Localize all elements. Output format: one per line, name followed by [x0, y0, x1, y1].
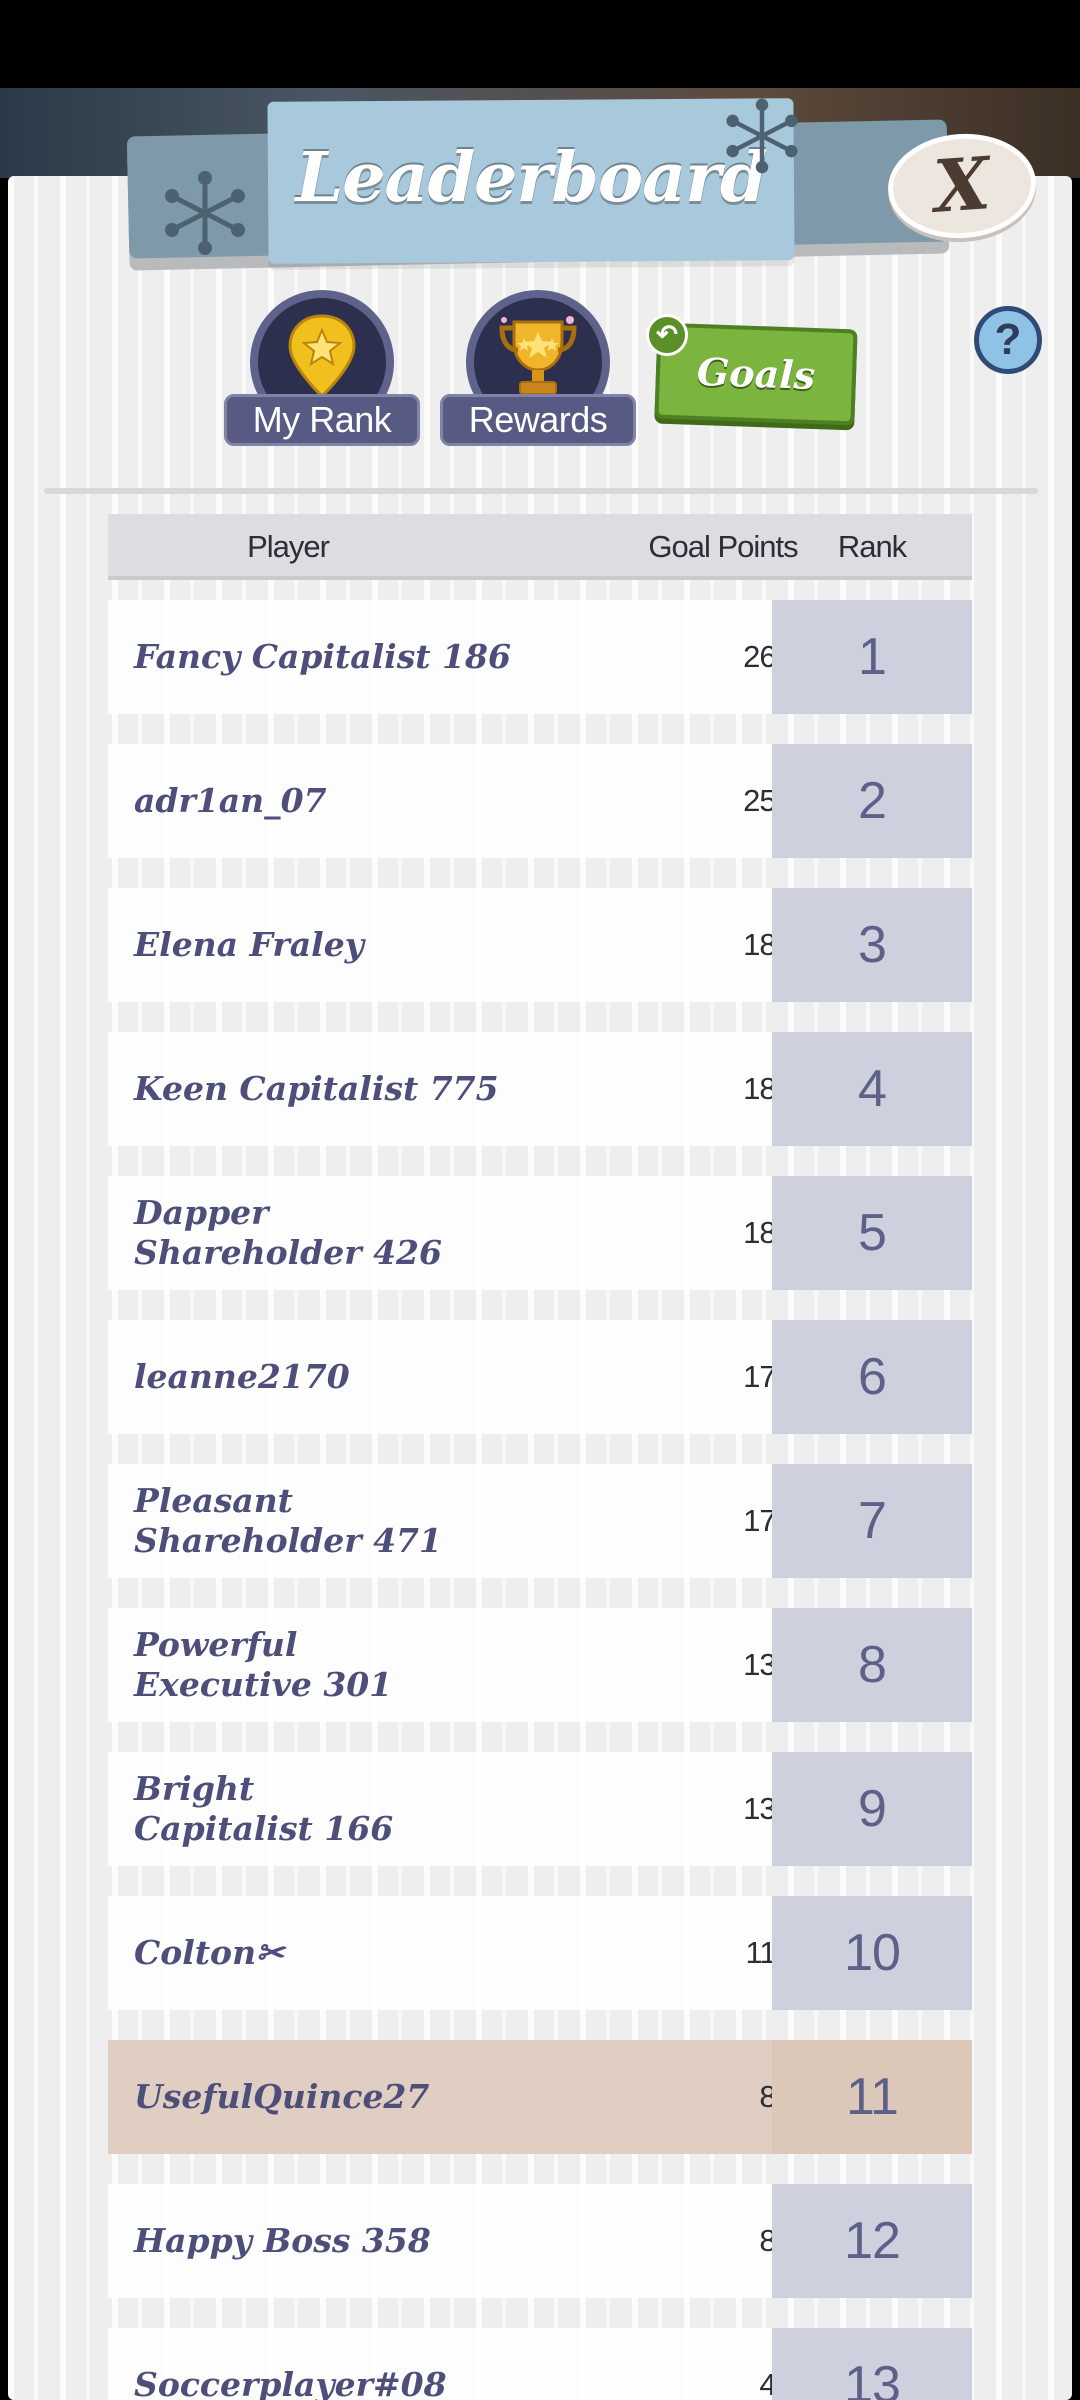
- column-header-goal-points: Goal Points: [648, 529, 798, 564]
- table-header: Player Goal Points Rank: [108, 514, 972, 580]
- player-name: Colton✂: [134, 1933, 284, 1972]
- rank-number: 5: [772, 1176, 972, 1290]
- player-name: Fancy Capitalist 186: [134, 637, 511, 676]
- column-header-rank: Rank: [837, 529, 907, 564]
- rank-number: 7: [772, 1464, 972, 1578]
- rank-number: 2: [772, 744, 972, 858]
- table-row[interactable]: Elena Fraley 18,870 3: [108, 888, 972, 1002]
- table-row[interactable]: Colton✂ 11,165 10: [108, 1896, 972, 2010]
- table-row[interactable]: Pleasant Shareholder 471 17,105 7: [108, 1464, 972, 1578]
- page-title: Leaderboard: [295, 138, 767, 218]
- table-row[interactable]: Fancy Capitalist 186 26,320 1: [108, 600, 972, 714]
- rewards-button[interactable]: Rewards: [440, 290, 636, 460]
- player-name: Powerful Executive 301: [134, 1625, 393, 1704]
- sparkle-icon: [726, 98, 798, 174]
- player-name: leanne2170: [134, 1357, 350, 1396]
- player-name: Soccerplayer#08: [134, 2365, 447, 2400]
- rank-number: 6: [772, 1320, 972, 1434]
- player-name: Elena Fraley: [134, 925, 364, 964]
- rank-number: 3: [772, 888, 972, 1002]
- player-name: adr1an_07: [134, 781, 327, 820]
- rank-number: 11: [772, 2040, 972, 2154]
- trophy-icon: [499, 316, 577, 395]
- help-button[interactable]: ?: [974, 306, 1042, 374]
- rank-number: 1: [772, 600, 972, 714]
- my-rank-label: My Rank: [224, 394, 420, 446]
- player-name: Pleasant Shareholder 471: [134, 1481, 442, 1560]
- rank-number: 9: [772, 1752, 972, 1866]
- status-bar: [0, 0, 1080, 88]
- rank-number: 13: [772, 2328, 972, 2400]
- rank-number: 8: [772, 1608, 972, 1722]
- sparkle-icon: [165, 171, 245, 255]
- rank-number: 4: [772, 1032, 972, 1146]
- table-row-current-user[interactable]: UsefulQuince27 8,425 11: [108, 2040, 972, 2154]
- my-rank-button[interactable]: My Rank: [224, 290, 420, 460]
- player-name: Keen Capitalist 775: [134, 1069, 499, 1108]
- player-name: UsefulQuince27: [134, 2077, 430, 2116]
- player-name: Bright Capitalist 166: [134, 1769, 394, 1848]
- player-name: Happy Boss 358: [134, 2221, 431, 2260]
- player-name: Dapper Shareholder 426: [134, 1193, 442, 1272]
- rank-number: 10: [772, 1896, 972, 2010]
- table-row[interactable]: Dapper Shareholder 426 18,345 5: [108, 1176, 972, 1290]
- leaderboard-list: Fancy Capitalist 186 26,320 1 adr1an_07 …: [108, 600, 972, 2400]
- table-row[interactable]: Keen Capitalist 775 18,660 4: [108, 1032, 972, 1146]
- column-header-player: Player: [247, 529, 330, 564]
- table-row[interactable]: Powerful Executive 301 13,365 8: [108, 1608, 972, 1722]
- divider: [44, 488, 1038, 494]
- back-arrow-icon[interactable]: ↶: [646, 314, 688, 356]
- table-row[interactable]: leanne2170 17,595 6: [108, 1320, 972, 1434]
- table-row[interactable]: Bright Capitalist 166 13,340 9: [108, 1752, 972, 1866]
- table-row[interactable]: adr1an_07 25,710 2: [108, 744, 972, 858]
- table-row[interactable]: Happy Boss 358 8,105 12: [108, 2184, 972, 2298]
- rank-number: 12: [772, 2184, 972, 2298]
- map-pin-star-icon: [288, 314, 356, 399]
- table-row[interactable]: Soccerplayer#08 4,280 13: [108, 2328, 972, 2400]
- rewards-label: Rewards: [440, 394, 636, 446]
